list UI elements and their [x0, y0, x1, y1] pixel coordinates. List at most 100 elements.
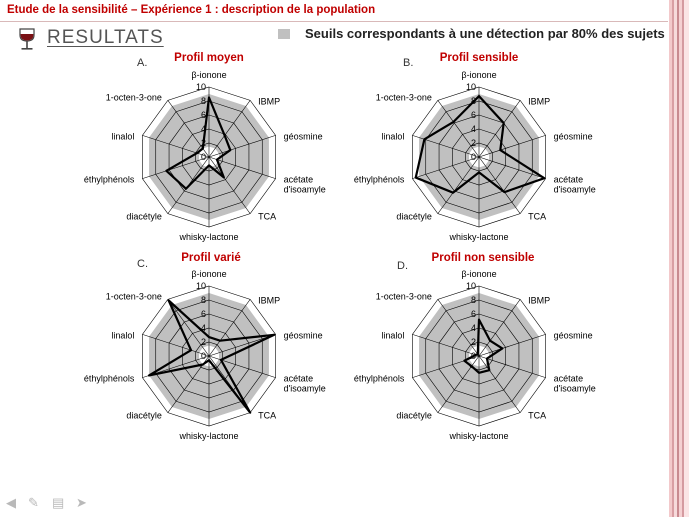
tick-label: 10: [196, 82, 206, 92]
profile-data-point: [478, 318, 480, 321]
tick-label: 10: [466, 82, 476, 92]
axis-label: diacétyle: [126, 411, 162, 421]
axis-spoke: [412, 156, 480, 179]
tick-label: 0: [201, 152, 206, 162]
profile-data-point: [543, 177, 546, 180]
tick-label: 10: [466, 281, 476, 291]
axis-label: diacétyle: [126, 212, 162, 222]
tick-label: 6: [471, 110, 476, 120]
tick-label: 10: [196, 281, 206, 291]
profile-data-point: [499, 149, 502, 151]
axis-label: β-ionone: [191, 269, 226, 279]
chart-title: Profil sensible: [440, 52, 519, 64]
profile-data-point: [452, 120, 455, 123]
profile-data-point: [452, 191, 454, 194]
slide-border-stripes: [669, 0, 689, 517]
profile-data-point: [208, 96, 210, 99]
axis-spoke: [478, 299, 521, 357]
axis-label: linalol: [381, 330, 404, 340]
profile-data-point: [488, 369, 491, 372]
profile-data-point: [470, 365, 473, 368]
legend-label: Seuils correspondants à une détection pa…: [305, 26, 665, 41]
axis-label: whisky-lactone: [448, 232, 508, 242]
tick-label: 8: [201, 96, 206, 106]
axis-spoke: [478, 355, 546, 378]
profile-data-point: [219, 339, 222, 342]
axis-label: linalol: [381, 131, 404, 141]
axis-spoke: [478, 135, 546, 158]
profile-data-point: [476, 353, 479, 356]
axis-label: 1-octen-3-one: [106, 92, 162, 102]
profile-data-point: [208, 359, 210, 362]
detection-threshold-band: [419, 293, 539, 419]
profile-data-point: [502, 122, 505, 124]
profile-data-point: [423, 138, 426, 141]
axis-label: éthylphénols: [354, 175, 405, 185]
section-title: RESULTATS: [47, 27, 164, 48]
profile-data-point: [216, 158, 218, 161]
axis-label: TCA: [258, 212, 276, 222]
axis-label: β-ionone: [191, 70, 226, 80]
pen-icon[interactable]: ✎: [28, 495, 39, 510]
profile-data-point: [249, 411, 252, 414]
axis-label: IBMP: [528, 295, 550, 305]
profile-data-point: [196, 152, 198, 155]
axis-spoke: [478, 355, 521, 413]
chart-letter: D.: [397, 260, 408, 272]
profile-data-point: [489, 339, 492, 342]
radar-chart-3: 0 2 4 6 8 10 β-ionone IBMP géosmine acétate d'isoa…: [84, 252, 326, 441]
axis-spoke: [208, 100, 251, 158]
axis-label: géosmine: [554, 131, 593, 141]
profile-data-point: [478, 95, 480, 97]
profile-data-point: [223, 134, 226, 137]
axis-spoke: [208, 334, 276, 357]
chart-letter: C.: [137, 258, 148, 270]
tick-label: 6: [201, 309, 206, 319]
axis-label: β-ionone: [461, 269, 496, 279]
axis-spoke: [478, 156, 521, 214]
axis-spoke: [478, 156, 546, 179]
axis-label: whisky-lactone: [178, 431, 238, 441]
axis-label: IBMP: [258, 96, 280, 106]
profile-data-point: [185, 187, 187, 190]
axis-label: acétate d'isoamyle: [284, 374, 326, 394]
axis-label: géosmine: [284, 330, 323, 340]
slide-menu-icon[interactable]: ▤: [52, 495, 65, 510]
axis-label: éthylphénols: [84, 175, 135, 185]
axis-label: 1-octen-3-one: [376, 291, 432, 301]
profile-data-point: [201, 147, 204, 150]
axis-spoke: [437, 156, 480, 214]
axis-spoke: [208, 135, 276, 158]
axis-label: whisky-lactone: [178, 232, 238, 242]
axis-label: acétate d'isoamyle: [284, 175, 326, 195]
tick-label: 4: [471, 323, 476, 333]
header-bar: Etude de la sensibilité – Expérience 1 :…: [0, 0, 672, 22]
tick-label: 2: [471, 138, 476, 148]
axis-label: géosmine: [284, 131, 323, 141]
tick-label: 4: [201, 323, 206, 333]
tick-label: 2: [471, 337, 476, 347]
wine-glass-icon: [19, 28, 35, 50]
axis-label: acétate d'isoamyle: [554, 374, 596, 394]
profile-data-point: [478, 171, 480, 174]
profile-data-point: [190, 349, 192, 352]
tick-label: 2: [201, 337, 206, 347]
axis-spoke: [478, 100, 521, 158]
radar-charts-area: 0 2 4 6 8 10 β-ionone IBMP géosmine acétate d'isoa…: [84, 52, 596, 441]
chart-title: Profil non sensible: [432, 252, 535, 264]
profile-data-point: [463, 359, 466, 362]
next-arrow-icon[interactable]: ➤: [76, 495, 87, 510]
axis-label: diacétyle: [396, 212, 432, 222]
profile-data-point: [501, 347, 504, 350]
axis-label: 1-octen-3-one: [376, 92, 432, 102]
chart-title: Profil varié: [181, 252, 240, 264]
tick-label: 0: [471, 152, 476, 162]
tick-label: 4: [471, 124, 476, 134]
profile-data-point: [167, 299, 170, 302]
tick-label: 6: [471, 309, 476, 319]
axis-spoke: [478, 334, 546, 357]
profile-data-point: [273, 333, 276, 336]
axis-label: géosmine: [554, 330, 593, 340]
prev-arrow-icon[interactable]: ◀: [6, 495, 16, 510]
